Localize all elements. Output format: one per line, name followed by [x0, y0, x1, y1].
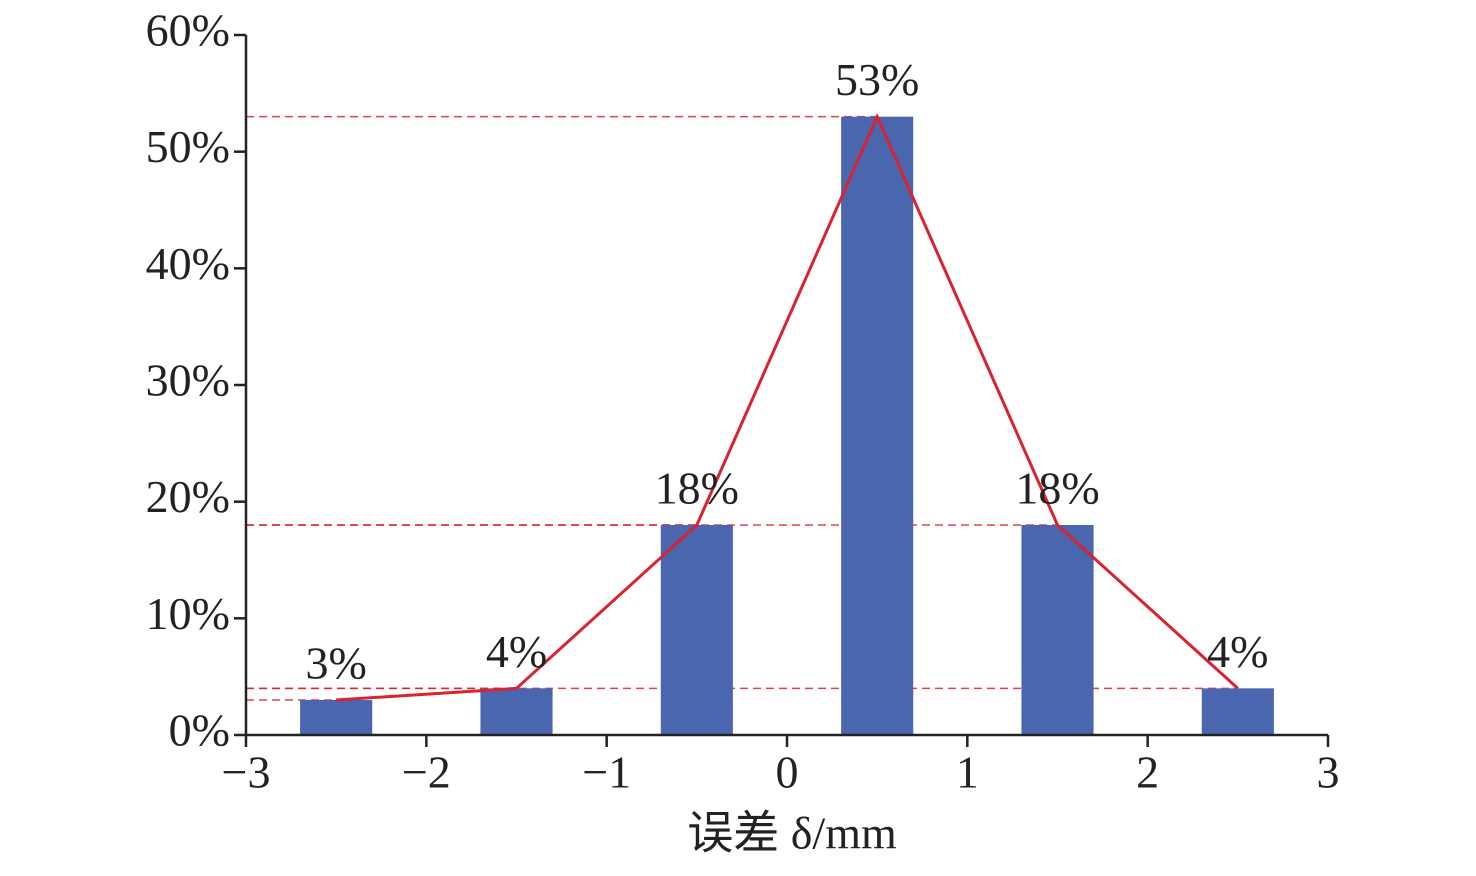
- bar: [841, 116, 914, 735]
- y-tick-label: 10%: [146, 588, 230, 639]
- y-tick-label: 0%: [169, 705, 230, 756]
- y-tick-label: 50%: [146, 121, 230, 172]
- bar: [300, 700, 373, 735]
- bar: [1201, 688, 1274, 735]
- x-tick-label: 3: [1317, 747, 1340, 798]
- data-label: 3%: [306, 638, 367, 689]
- data-label: 4%: [1207, 626, 1268, 677]
- y-tick-label: 60%: [146, 5, 230, 56]
- trend-line: [336, 112, 1239, 702]
- data-label: 53%: [835, 54, 919, 105]
- bar: [480, 688, 553, 735]
- x-tick-label: 1: [956, 747, 979, 798]
- bar: [660, 525, 733, 735]
- x-tick-label: 2: [1136, 747, 1159, 798]
- bar: [1021, 525, 1094, 735]
- y-tick-label: 30%: [146, 355, 230, 406]
- data-label: 18%: [655, 463, 739, 514]
- x-axis-label: 误差 δ/mm: [687, 808, 897, 859]
- x-tick-label: −3: [222, 747, 271, 798]
- x-tick-label: 0: [776, 747, 799, 798]
- y-tick-label: 40%: [146, 238, 230, 289]
- data-label: 18%: [1015, 463, 1099, 514]
- x-tick-label: −2: [402, 747, 451, 798]
- x-tick-label: −1: [582, 747, 631, 798]
- data-label: 4%: [486, 626, 547, 677]
- y-tick-label: 20%: [146, 471, 230, 522]
